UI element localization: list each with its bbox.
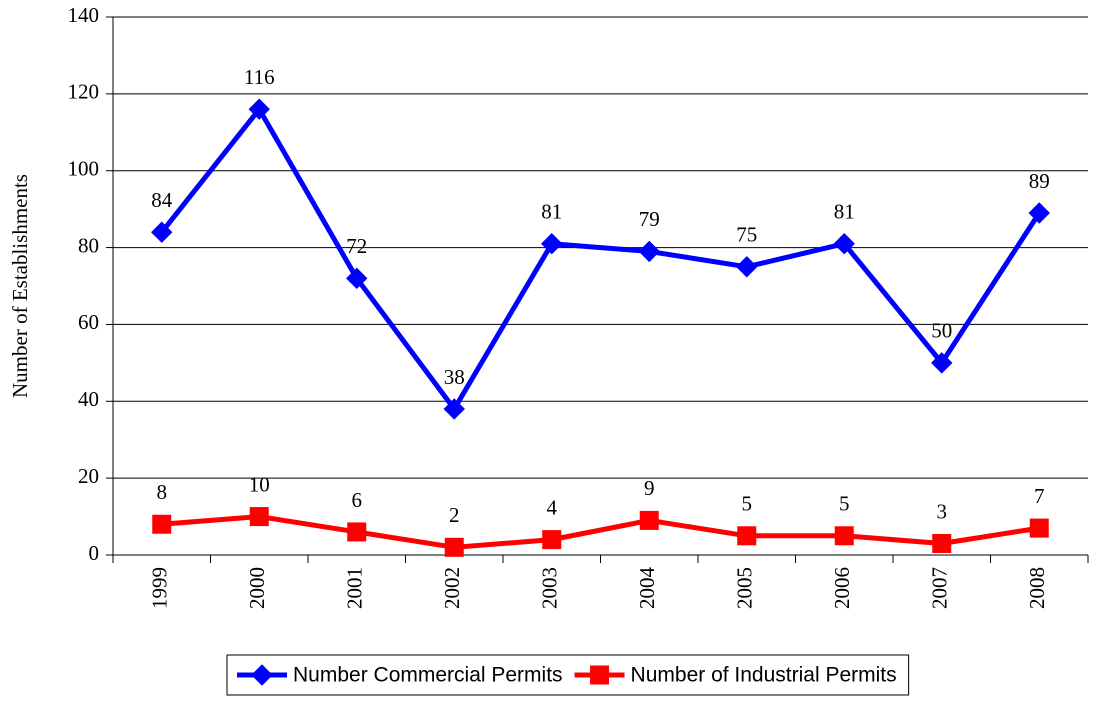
legend-label: Number of Industrial Permits <box>631 664 897 687</box>
x-tick-label: 2007 <box>928 567 952 609</box>
legend-marker <box>590 665 610 685</box>
marker <box>151 221 173 243</box>
marker <box>1028 202 1050 224</box>
data-label: 4 <box>547 495 558 519</box>
data-label: 2 <box>449 503 460 527</box>
marker <box>346 267 368 290</box>
y-axis-label: Number of Establishments <box>8 174 32 398</box>
y-tick-label: 20 <box>78 464 99 488</box>
data-label: 72 <box>346 234 367 258</box>
marker <box>152 514 172 534</box>
data-label: 5 <box>742 492 753 516</box>
data-label: 84 <box>151 188 173 212</box>
data-label: 5 <box>839 492 850 516</box>
marker <box>1029 518 1049 538</box>
y-tick-label: 60 <box>78 310 99 334</box>
x-tick-label: 2008 <box>1025 567 1049 609</box>
series-line <box>161 514 1040 550</box>
marker <box>248 98 270 120</box>
data-label: 7 <box>1034 484 1045 508</box>
data-label: 89 <box>1029 169 1050 193</box>
data-label: 79 <box>639 207 660 231</box>
legend: Number Commercial Permits Number of Indus… <box>226 654 910 696</box>
data-label: 3 <box>937 499 948 523</box>
x-tick-label: 2004 <box>635 567 659 610</box>
x-tick-label: 1999 <box>148 567 172 609</box>
data-label: 116 <box>244 65 275 89</box>
y-tick-label: 100 <box>68 157 100 181</box>
marker <box>444 537 464 557</box>
marker <box>638 240 660 263</box>
x-tick-label: 2005 <box>733 567 757 609</box>
marker <box>541 233 563 255</box>
legend-box <box>226 654 910 696</box>
data-label: 8 <box>157 480 168 504</box>
marker <box>931 352 953 374</box>
x-tick-label: 2003 <box>538 567 562 609</box>
y-tick-label: 80 <box>78 233 99 257</box>
data-label: 10 <box>249 472 270 496</box>
x-tick-label: 2001 <box>343 567 367 609</box>
marker <box>833 233 855 255</box>
data-label: 38 <box>444 365 465 389</box>
data-label: 6 <box>352 488 363 512</box>
y-tick-label: 40 <box>78 387 99 411</box>
marker <box>737 526 757 546</box>
data-label: 75 <box>736 223 757 247</box>
series-line <box>159 106 1042 412</box>
x-tick-label: 2000 <box>245 567 269 609</box>
x-tick-label: 2002 <box>440 567 464 609</box>
data-label: 50 <box>931 319 952 343</box>
y-tick-label: 0 <box>89 541 100 565</box>
marker <box>249 507 269 527</box>
marker <box>834 526 854 546</box>
legend-marker <box>251 664 273 686</box>
legend-label: Number Commercial Permits <box>293 664 563 687</box>
y-tick-label: 120 <box>68 80 100 104</box>
x-tick-label: 2006 <box>830 567 854 609</box>
data-label: 81 <box>541 200 562 224</box>
marker <box>443 398 465 420</box>
marker <box>736 256 758 278</box>
marker <box>542 530 562 550</box>
data-label: 9 <box>644 476 655 500</box>
marker <box>347 522 367 542</box>
data-label: 81 <box>834 200 855 224</box>
marker <box>932 533 952 553</box>
marker <box>639 510 659 530</box>
y-tick-label: 140 <box>68 3 100 27</box>
